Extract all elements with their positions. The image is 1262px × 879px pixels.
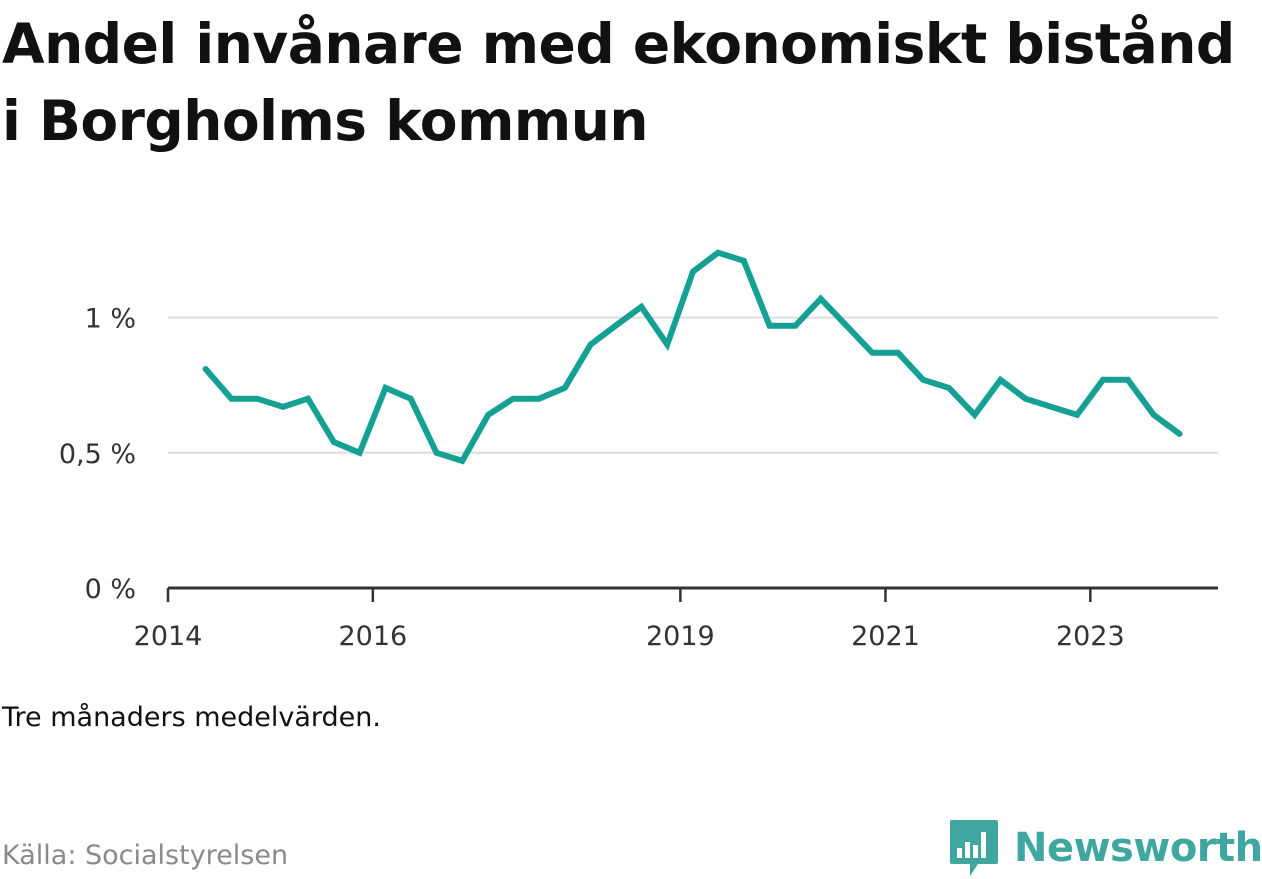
y-tick-label: 0 %: [85, 574, 136, 605]
x-axis: [166, 586, 1218, 602]
x-tick-label: 2023: [1056, 621, 1125, 652]
x-tick-label: 2016: [338, 621, 407, 652]
y-axis-tick-labels: 0 % 0,5 % 1 %: [59, 304, 136, 605]
series: [202, 249, 1183, 465]
x-tick-label: 2019: [646, 621, 715, 652]
bar-chart-pin-icon: [950, 820, 998, 876]
x-tick-label: 2014: [134, 621, 203, 652]
series-line: [202, 249, 1183, 465]
chart-note: Tre månaders medelvärden.: [2, 702, 381, 733]
y-tick-label: 0,5 %: [59, 439, 136, 470]
y-tick-label: 1 %: [85, 304, 136, 335]
x-tick-label: 2021: [851, 621, 920, 652]
chart-title: Andel invånare med ekonomiskt bistånd i …: [2, 12, 1235, 153]
brand-name: Newsworthy: [1014, 825, 1262, 871]
gridlines: [168, 316, 1218, 454]
brand-logo: Newsworthy: [948, 818, 1262, 878]
x-axis-tick-labels: 2014 2016 2019 2021 2023: [134, 621, 1125, 652]
source-text: Källa: Socialstyrelsen: [2, 840, 289, 871]
